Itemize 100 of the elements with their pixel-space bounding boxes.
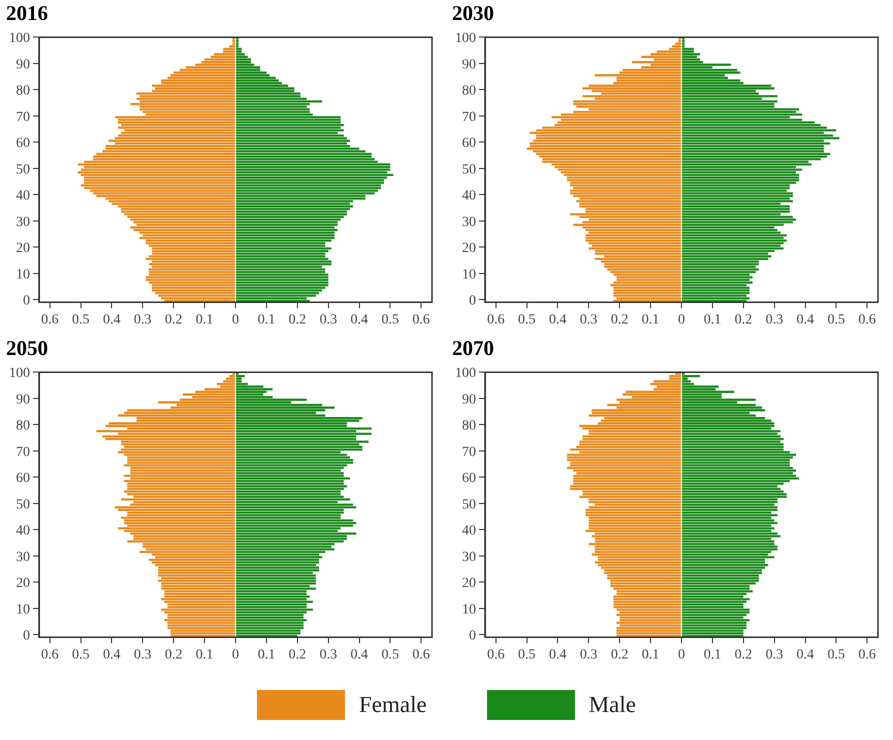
bar xyxy=(236,506,356,508)
x-tick-label: 0.1 xyxy=(258,647,276,662)
bar xyxy=(682,390,734,393)
bar xyxy=(616,590,681,592)
bar xyxy=(579,424,681,428)
bar xyxy=(236,140,350,142)
bar xyxy=(236,76,276,79)
bar xyxy=(682,622,746,624)
x-tick-label: 0.3 xyxy=(580,647,598,662)
bar xyxy=(682,522,778,524)
bar xyxy=(236,247,332,250)
bar xyxy=(236,66,260,68)
bar xyxy=(682,474,796,477)
bar xyxy=(167,603,235,606)
bar xyxy=(579,440,681,443)
bar xyxy=(567,176,681,179)
bar xyxy=(682,572,762,574)
x-tick-label: 0.3 xyxy=(320,647,338,662)
y-tick-label: 40 xyxy=(16,188,30,204)
y-tick-label: 20 xyxy=(462,576,476,592)
bar xyxy=(236,210,347,213)
y-tick-label: 30 xyxy=(16,550,30,565)
bar xyxy=(588,242,681,244)
x-tick-label: 0.1 xyxy=(196,647,214,662)
bar xyxy=(613,274,681,276)
bar xyxy=(682,490,784,493)
bar xyxy=(682,454,796,456)
y-tick-label: 100 xyxy=(455,366,476,382)
x-tick-label: 0.4 xyxy=(548,312,566,328)
bar xyxy=(236,466,344,470)
bar xyxy=(236,79,279,82)
bar xyxy=(582,428,681,430)
x-tick-label: 0.3 xyxy=(766,647,784,662)
bar xyxy=(232,40,235,42)
bar xyxy=(682,506,778,508)
x-tick-label: 0 xyxy=(232,312,239,328)
bar xyxy=(682,100,778,103)
bar xyxy=(682,456,793,459)
bar xyxy=(613,606,681,608)
bar xyxy=(161,598,235,600)
y-tick-label: 100 xyxy=(9,366,30,382)
bar xyxy=(588,527,681,530)
bar xyxy=(140,95,235,98)
bar xyxy=(170,632,235,634)
bar xyxy=(78,163,235,166)
bar xyxy=(161,577,235,580)
bar xyxy=(146,276,235,278)
bar xyxy=(682,218,796,221)
bar xyxy=(682,197,790,200)
bar xyxy=(236,286,326,289)
bar xyxy=(236,432,372,435)
bar xyxy=(682,294,746,297)
bar xyxy=(170,74,235,76)
bar xyxy=(682,176,800,179)
bar xyxy=(594,252,681,255)
x-tick-label: 0.1 xyxy=(196,312,214,328)
bar xyxy=(682,466,793,470)
x-tick-label: 0.2 xyxy=(288,647,306,662)
bar xyxy=(182,393,235,396)
bar xyxy=(682,464,790,466)
bar xyxy=(164,590,235,592)
bar xyxy=(579,205,681,208)
bar xyxy=(682,443,784,446)
bar xyxy=(236,158,375,160)
bar xyxy=(675,42,681,45)
y-tick-label: 60 xyxy=(462,471,476,486)
bar xyxy=(682,611,750,614)
bar xyxy=(682,501,778,504)
bar xyxy=(570,213,681,216)
y-tick-label: 10 xyxy=(462,267,476,282)
bar xyxy=(146,242,235,244)
legend-label: Female xyxy=(359,692,427,718)
y-tick-label: 10 xyxy=(16,602,30,618)
bar xyxy=(682,598,750,600)
bar xyxy=(236,116,341,118)
y-tick-label: 90 xyxy=(462,57,476,72)
x-tick-label: 0.6 xyxy=(487,312,505,328)
x-tick-label: 0.6 xyxy=(412,647,430,662)
bar xyxy=(613,281,681,284)
bar xyxy=(586,236,681,239)
bar xyxy=(682,286,750,289)
x-tick-label: 0 xyxy=(678,647,685,662)
bar xyxy=(161,79,235,82)
bar xyxy=(158,294,235,297)
bar xyxy=(682,556,774,558)
bar xyxy=(236,378,242,380)
bar xyxy=(130,103,235,106)
bar xyxy=(236,448,362,451)
bar xyxy=(121,208,235,210)
bar xyxy=(236,482,344,485)
bar xyxy=(588,542,681,546)
bar xyxy=(592,553,681,556)
bar xyxy=(118,118,235,121)
bar xyxy=(594,258,681,260)
bar xyxy=(161,582,235,584)
bar xyxy=(588,524,681,527)
bar xyxy=(582,435,681,438)
y-tick-label: 80 xyxy=(16,84,30,99)
bar xyxy=(236,118,341,121)
x-tick-label: 0.2 xyxy=(164,312,182,328)
